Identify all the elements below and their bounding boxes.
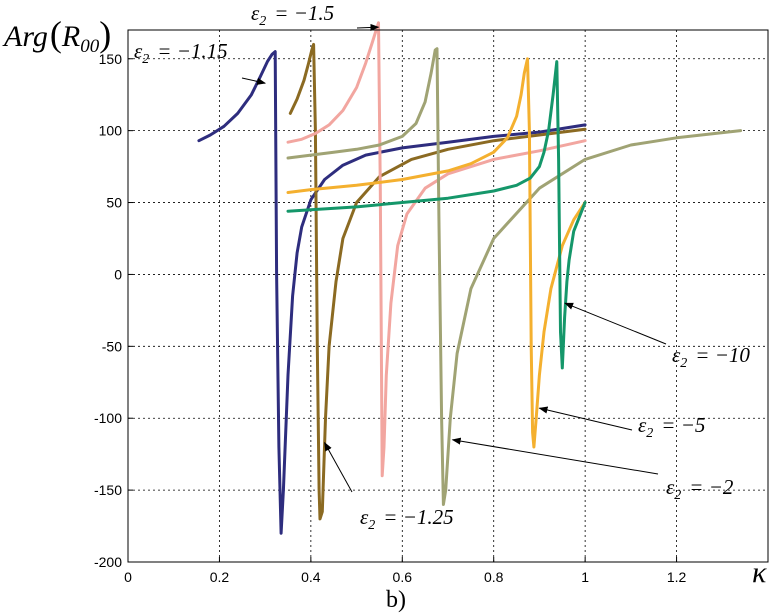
y-tick-label: -100 xyxy=(94,410,122,426)
x-axis-label: κ xyxy=(752,556,767,589)
series-line-5 xyxy=(286,60,587,370)
annotation-symbol: ε xyxy=(672,343,681,367)
annotation-value: = −1.15 xyxy=(157,39,227,63)
y-axis-label-base: Arg xyxy=(2,20,48,53)
series-line-3 xyxy=(286,47,743,506)
annotation-label: ε2 = −1.15 xyxy=(134,39,228,67)
x-tick-label: 1 xyxy=(581,569,589,585)
annotation-value: = −5 xyxy=(661,413,705,437)
annotation-arrow xyxy=(451,437,659,475)
annotation-symbol: ε xyxy=(638,413,647,437)
series-line-1 xyxy=(288,42,587,521)
annotation-arrow xyxy=(324,441,353,493)
annotation-0: ε2 = −1.15 xyxy=(134,39,267,85)
annotation-subscript: 2 xyxy=(646,426,653,441)
annotation-value: = −2 xyxy=(689,475,734,499)
y-axis-label-symbol: R xyxy=(61,20,80,53)
y-tick-label: 150 xyxy=(99,51,123,67)
annotation-subscript: 2 xyxy=(674,488,681,503)
annotation-3: ε2 = −10 xyxy=(564,302,750,371)
annotation-arrow xyxy=(538,406,633,431)
annotation-subscript: 2 xyxy=(142,52,149,67)
annotation-arrow xyxy=(356,23,380,32)
x-tick-label: 0 xyxy=(124,569,132,585)
y-axis-label-paren-close: ) xyxy=(99,14,111,54)
figure-caption: b) xyxy=(386,587,406,613)
annotation-value: = −1.5 xyxy=(274,1,334,25)
annotation-arrow xyxy=(241,77,267,85)
annotation-symbol: ε xyxy=(360,505,369,529)
plot-frame xyxy=(127,29,769,563)
annotation-subscript: 2 xyxy=(368,518,375,533)
y-tick-label: -50 xyxy=(102,338,122,354)
y-tick-label: -150 xyxy=(94,482,122,498)
annotation-symbol: ε xyxy=(251,1,260,25)
annotation-label: ε2 = −10 xyxy=(672,343,750,371)
y-tick-label: 50 xyxy=(106,195,122,211)
annotation-symbol: ε xyxy=(666,475,675,499)
annotation-symbol: ε xyxy=(134,39,143,63)
ticks: 0 0.2 0.4 0.6 0.8 1 1.2 -200 -150 -100 -50 0 50 100 15… xyxy=(94,51,687,585)
plot-lines xyxy=(197,21,743,535)
x-tick-label: 0.2 xyxy=(210,569,230,585)
annotation-5: ε2 = −2 xyxy=(451,437,734,503)
x-tick-label: 0.8 xyxy=(484,569,504,585)
y-axis-label-subscript: 00 xyxy=(80,36,100,57)
series-line-2 xyxy=(286,21,587,478)
annotation-1: ε2 = −1.5 xyxy=(251,1,380,32)
series-line-4 xyxy=(286,57,587,449)
x-tick-label: 0.4 xyxy=(301,569,321,585)
annotation-value: = −10 xyxy=(695,343,750,367)
y-tick-label: 0 xyxy=(114,266,122,282)
annotation-2: ε2 = −1.25 xyxy=(324,441,454,533)
grid xyxy=(128,30,768,562)
annotation-arrow xyxy=(564,302,667,345)
y-axis-label: Arg(R00) xyxy=(2,14,111,57)
annotation-value: = −1.25 xyxy=(383,505,453,529)
annotation-label: ε2 = −1.5 xyxy=(251,1,334,29)
x-tick-label: 0.6 xyxy=(393,569,413,585)
x-tick-label: 1.2 xyxy=(667,569,687,585)
y-tick-label: 100 xyxy=(99,123,123,139)
series-line-0 xyxy=(197,50,587,535)
annotation-label: ε2 = −5 xyxy=(638,413,705,441)
annotation-4: ε2 = −5 xyxy=(538,406,705,441)
annotation-label: ε2 = −1.25 xyxy=(360,505,454,533)
annotation-subscript: 2 xyxy=(259,14,266,29)
y-tick-label: -200 xyxy=(94,554,122,570)
y-axis-label-paren-open: ( xyxy=(50,14,62,54)
annotation-subscript: 2 xyxy=(680,356,687,371)
annotation-label: ε2 = −2 xyxy=(666,475,734,503)
